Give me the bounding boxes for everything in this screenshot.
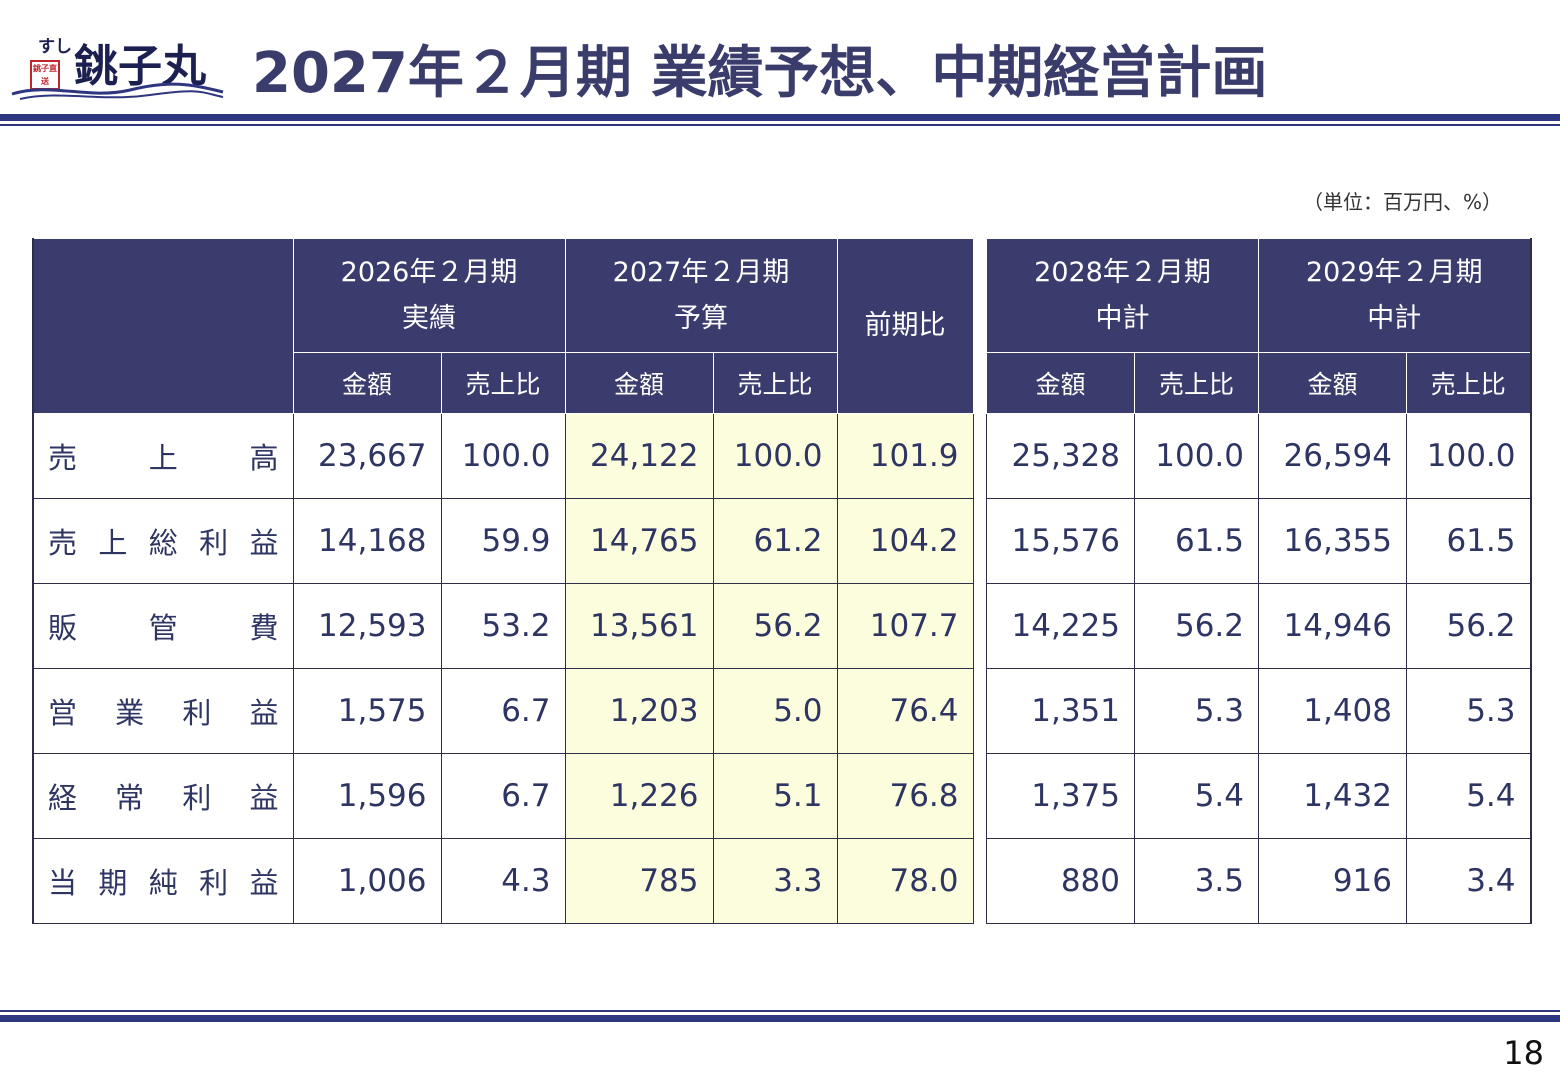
logo-wave-icon — [11, 82, 224, 100]
group-header-2026: 2026年２月期 実績 — [292, 238, 566, 353]
row-label: 営業利益 — [32, 668, 294, 754]
cell: 100.0 — [440, 413, 566, 499]
cell: 76.4 — [836, 668, 974, 754]
footer-rule-thin — [0, 1010, 1560, 1012]
cell: 25,328 — [986, 413, 1135, 499]
cell: 61.2 — [712, 498, 838, 584]
subheader-amount: 金額 — [1258, 352, 1407, 414]
cell: 14,946 — [1258, 583, 1407, 669]
yoy-header: 前期比 — [836, 238, 974, 414]
table-row: 15,576 61.5 16,355 61.5 — [986, 498, 1531, 584]
table-row: 売上高 23,667 100.0 24,122 100.0 101.9 — [32, 413, 974, 499]
table-row: 14,225 56.2 14,946 56.2 — [986, 583, 1531, 669]
logo-seal: 銚子直送 — [30, 60, 60, 90]
cell: 26,594 — [1258, 413, 1407, 499]
cell: 4.3 — [440, 838, 566, 924]
group-header-2029: 2029年２月期 中計 — [1258, 238, 1531, 353]
table-row: 売上総利益 14,168 59.9 14,765 61.2 104.2 — [32, 498, 974, 584]
cell: 1,351 — [986, 668, 1135, 754]
row-label: 販管費 — [32, 583, 294, 669]
cell: 6.7 — [440, 753, 566, 839]
cell: 76.8 — [836, 753, 974, 839]
cell: 104.2 — [836, 498, 974, 584]
cell: 16,355 — [1258, 498, 1407, 584]
cell: 53.2 — [440, 583, 566, 669]
logo-small-text: すし — [38, 37, 72, 57]
subheader-amount: 金額 — [986, 352, 1135, 414]
subheader-ratio: 売上比 — [1406, 352, 1531, 414]
row-label: 経常利益 — [32, 753, 294, 839]
table-row: 販管費 12,593 53.2 13,561 56.2 107.7 — [32, 583, 974, 669]
row-label: 当期純利益 — [32, 838, 294, 924]
cell: 100.0 — [1406, 413, 1531, 499]
cell: 5.3 — [1406, 668, 1531, 754]
subheader-ratio: 売上比 — [1134, 352, 1259, 414]
unit-note: （単位：百万円、%） — [1302, 190, 1502, 214]
cell: 24,122 — [564, 413, 714, 499]
table-row: 880 3.5 916 3.4 — [986, 838, 1531, 924]
cell: 3.4 — [1406, 838, 1531, 924]
cell: 785 — [564, 838, 714, 924]
cell: 1,226 — [564, 753, 714, 839]
cell: 6.7 — [440, 668, 566, 754]
cell: 3.3 — [712, 838, 838, 924]
cell: 56.2 — [712, 583, 838, 669]
cell: 23,667 — [292, 413, 442, 499]
cell: 56.2 — [1406, 583, 1531, 669]
cell: 14,765 — [564, 498, 714, 584]
cell: 100.0 — [712, 413, 838, 499]
cell: 61.5 — [1134, 498, 1259, 584]
table-row: 経常利益 1,596 6.7 1,226 5.1 76.8 — [32, 753, 974, 839]
row-label: 売上高 — [32, 413, 294, 499]
header-rule-thin — [0, 124, 1560, 126]
cell: 1,596 — [292, 753, 442, 839]
cell: 56.2 — [1134, 583, 1259, 669]
cell: 5.0 — [712, 668, 838, 754]
cell: 1,408 — [1258, 668, 1407, 754]
cell: 5.4 — [1134, 753, 1259, 839]
cell: 1,203 — [564, 668, 714, 754]
group-header-2028: 2028年２月期 中計 — [986, 238, 1259, 353]
cell: 78.0 — [836, 838, 974, 924]
page-title: 2027年２月期 業績予想、中期経営計画 — [252, 41, 1268, 106]
cell: 880 — [986, 838, 1135, 924]
company-logo: すし 銚子直送 銚子丸 — [10, 28, 225, 103]
subheader-ratio: 売上比 — [440, 352, 566, 414]
header-rule-thick — [0, 114, 1560, 121]
row-label: 売上総利益 — [32, 498, 294, 584]
group-header-2027: 2027年２月期 予算 — [564, 238, 838, 353]
cell: 15,576 — [986, 498, 1135, 584]
footer-rule-thick — [0, 1015, 1560, 1022]
header-corner — [32, 238, 294, 414]
table-row: 営業利益 1,575 6.7 1,203 5.0 76.4 — [32, 668, 974, 754]
cell: 14,168 — [292, 498, 442, 584]
cell: 101.9 — [836, 413, 974, 499]
cell: 100.0 — [1134, 413, 1259, 499]
forecast-table: 2026年２月期 実績 2027年２月期 予算 前期比 金額 売上比 金額 売上比 … — [32, 238, 974, 924]
cell: 1,575 — [292, 668, 442, 754]
cell: 61.5 — [1406, 498, 1531, 584]
table-row: 1,351 5.3 1,408 5.3 — [986, 668, 1531, 754]
subheader-ratio: 売上比 — [712, 352, 838, 414]
cell: 59.9 — [440, 498, 566, 584]
cell: 1,375 — [986, 753, 1135, 839]
midterm-plan-table: 2028年２月期 中計 2029年２月期 中計 金額 売上比 金額 売上比 25,3… — [986, 238, 1532, 924]
cell: 13,561 — [564, 583, 714, 669]
cell: 107.7 — [836, 583, 974, 669]
cell: 1,006 — [292, 838, 442, 924]
table-row: 1,375 5.4 1,432 5.4 — [986, 753, 1531, 839]
cell: 3.5 — [1134, 838, 1259, 924]
cell: 5.3 — [1134, 668, 1259, 754]
subheader-amount: 金額 — [564, 352, 714, 414]
table-row: 当期純利益 1,006 4.3 785 3.3 78.0 — [32, 838, 974, 924]
table-row: 25,328 100.0 26,594 100.0 — [986, 413, 1531, 499]
cell: 12,593 — [292, 583, 442, 669]
cell: 5.4 — [1406, 753, 1531, 839]
cell: 14,225 — [986, 583, 1135, 669]
cell: 5.1 — [712, 753, 838, 839]
page-number: 18 — [1503, 1034, 1544, 1072]
cell: 1,432 — [1258, 753, 1407, 839]
cell: 916 — [1258, 838, 1407, 924]
subheader-amount: 金額 — [292, 352, 442, 414]
